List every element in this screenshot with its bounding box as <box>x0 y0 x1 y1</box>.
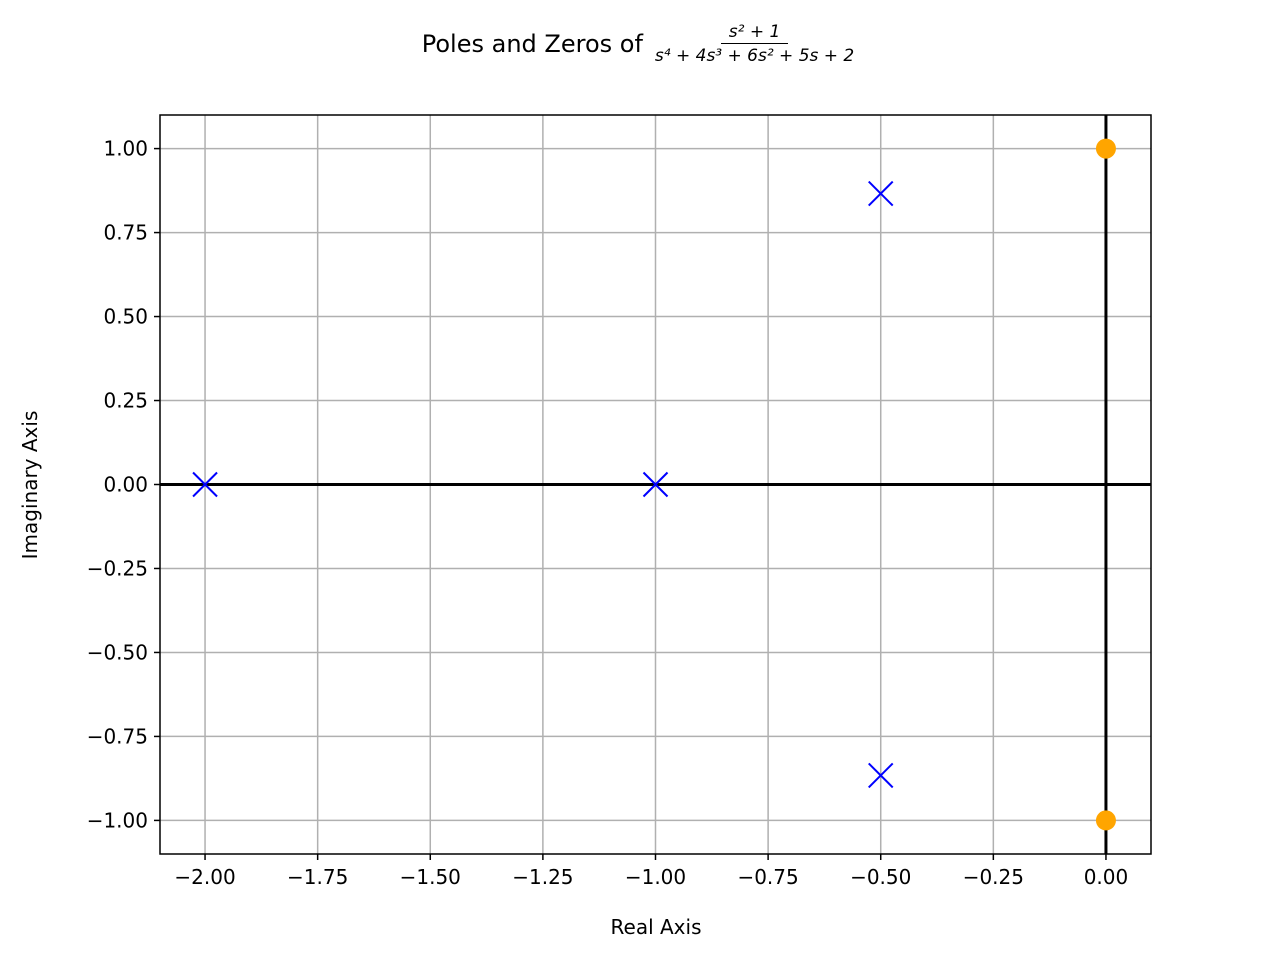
x-tick-label: −0.50 <box>850 865 911 889</box>
y-tick-label: 0.00 <box>103 473 148 497</box>
y-tick-label: 0.25 <box>103 389 148 413</box>
x-tick-label: −1.00 <box>625 865 686 889</box>
chart-title: Poles and Zeros of s² + 1 s⁴ + 4s³ + 6s²… <box>0 22 1280 66</box>
pole-marker <box>642 471 669 498</box>
y-tick-label: −0.50 <box>87 640 148 664</box>
x-tick-label: −1.25 <box>512 865 573 889</box>
x-axis-label: Real Axis <box>611 915 702 939</box>
x-tick-label: −1.50 <box>400 865 461 889</box>
x-tick-label: −0.25 <box>963 865 1024 889</box>
y-tick-label: 0.50 <box>103 305 148 329</box>
transfer-function-fraction: s² + 1 s⁴ + 4s³ + 6s² + 5s + 2 <box>651 22 858 66</box>
zero-marker <box>1095 810 1116 831</box>
zero-marker <box>1095 138 1116 159</box>
fraction-denominator: s⁴ + 4s³ + 6s² + 5s + 2 <box>654 46 855 66</box>
x-tick-label: −1.75 <box>287 865 348 889</box>
y-tick-label: −1.00 <box>87 808 148 832</box>
x-tick-label: −2.00 <box>174 865 235 889</box>
title-text: Poles and Zeros of <box>421 30 643 58</box>
fraction-numerator: s² + 1 <box>720 22 789 44</box>
x-tick-label: 0.00 <box>1084 865 1129 889</box>
y-tick-label: 1.00 <box>103 137 148 161</box>
y-tick-label: 0.75 <box>103 221 148 245</box>
pole-marker <box>192 471 218 498</box>
y-tick-label: −0.25 <box>87 556 148 580</box>
y-tick-label: −0.75 <box>87 724 148 748</box>
pole-marker <box>868 762 894 789</box>
y-axis-label: Imaginary Axis <box>18 411 42 560</box>
pole-marker <box>868 180 894 207</box>
x-tick-label: −0.75 <box>737 865 798 889</box>
